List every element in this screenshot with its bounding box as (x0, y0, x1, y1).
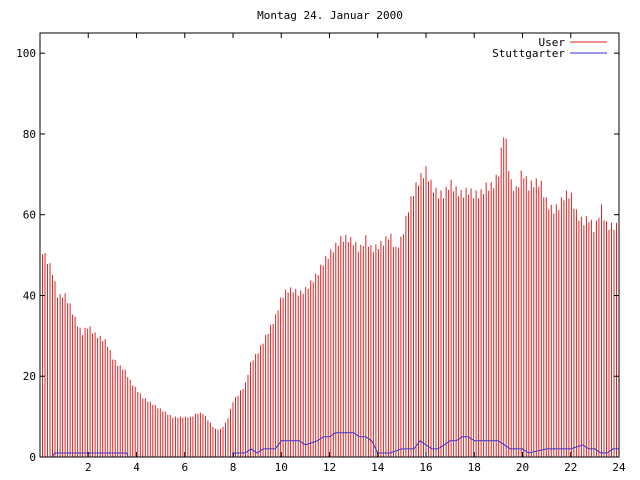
legend-user-label: User (539, 36, 566, 49)
y-tick-label: 0 (29, 451, 36, 464)
x-tick-label: 24 (612, 461, 626, 474)
x-tick-label: 22 (564, 461, 577, 474)
user-series (39, 137, 620, 457)
x-tick-label: 6 (181, 461, 188, 474)
x-tick-label: 2 (85, 461, 92, 474)
y-axis: 0 20 40 60 80 100 (16, 47, 619, 464)
x-axis: 2 4 6 8 10 12 14 16 18 20 22 24 (85, 33, 626, 474)
y-tick-label: 40 (23, 289, 36, 302)
x-tick-label: 16 (419, 461, 432, 474)
x-tick-label: 10 (275, 461, 288, 474)
x-tick-label: 14 (371, 461, 385, 474)
x-tick-label: 4 (133, 461, 140, 474)
y-tick-label: 80 (23, 128, 36, 141)
chart-title: Montag 24. Januar 2000 (257, 9, 403, 22)
x-tick-label: 18 (468, 461, 481, 474)
x-tick-label: 20 (516, 461, 529, 474)
y-tick-label: 20 (23, 370, 36, 383)
plot-frame (39, 32, 620, 458)
legend-stuttgarter-label: Stuttgarter (492, 47, 565, 60)
y-tick-label: 100 (16, 47, 36, 60)
y-tick-label: 60 (23, 209, 36, 222)
x-tick-label: 8 (230, 461, 237, 474)
x-tick-label: 12 (323, 461, 336, 474)
legend: User Stuttgarter (492, 36, 607, 60)
